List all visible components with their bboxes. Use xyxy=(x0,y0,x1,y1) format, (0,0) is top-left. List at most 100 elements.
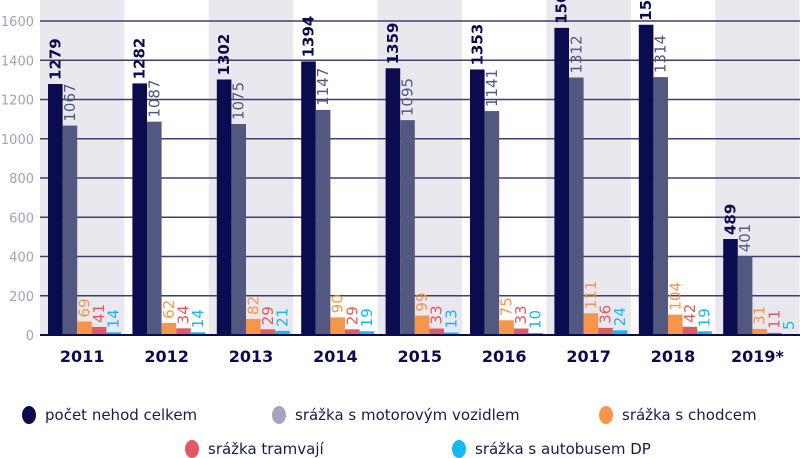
bar xyxy=(330,317,345,335)
bar xyxy=(682,326,698,335)
data-label: 104 xyxy=(666,282,684,311)
y-tick-label: 800 xyxy=(9,172,34,187)
legend-item-vehicle: srážka s motorovým vozidlem xyxy=(272,406,520,424)
bar xyxy=(385,68,401,335)
legend-label: srážka tramvají xyxy=(208,440,324,458)
bar xyxy=(77,321,92,335)
bar xyxy=(569,77,584,336)
x-tick-label: 2019* xyxy=(731,347,785,366)
data-label: 69 xyxy=(76,298,94,317)
data-label: 1087 xyxy=(145,79,163,117)
bar xyxy=(190,332,206,335)
bar xyxy=(414,315,430,335)
bar xyxy=(723,239,738,335)
data-label: 1279 xyxy=(46,38,64,80)
bar xyxy=(444,332,459,335)
data-label: 19 xyxy=(696,308,714,327)
data-label: 41 xyxy=(90,304,108,323)
legend-dot-icon xyxy=(22,406,36,424)
legend-dot-icon xyxy=(599,406,613,424)
data-label: 31 xyxy=(751,306,769,325)
data-label: 13 xyxy=(442,309,460,328)
y-tick-label: 1000 xyxy=(1,133,34,148)
y-tick-label: 1400 xyxy=(1,54,34,69)
bar xyxy=(484,111,500,335)
data-label: 90 xyxy=(329,294,347,313)
x-tick-label: 2013 xyxy=(229,347,274,366)
data-label: 1302 xyxy=(215,34,233,76)
data-label: 14 xyxy=(189,309,207,328)
bar xyxy=(638,24,654,335)
data-label: 1581 xyxy=(637,0,655,21)
data-label: 1314 xyxy=(652,35,670,73)
legend-item-tram: srážka tramvají xyxy=(185,440,324,458)
bar xyxy=(132,83,147,335)
data-label: 1312 xyxy=(567,35,585,73)
data-label: 82 xyxy=(244,296,262,315)
bar xyxy=(612,330,628,335)
legend-label: srážka s autobusem DP xyxy=(475,440,651,458)
data-label: 1359 xyxy=(384,23,402,65)
legend-label: počet nehod celkem xyxy=(45,406,198,424)
data-label: 29 xyxy=(343,306,361,325)
bar xyxy=(275,330,290,335)
x-tick-label: 2015 xyxy=(398,347,443,366)
data-label: 489 xyxy=(722,204,740,235)
legend-dot-icon xyxy=(185,440,199,458)
bar xyxy=(359,331,375,335)
bar xyxy=(231,124,246,335)
bar xyxy=(345,329,360,335)
x-tick-label: 2012 xyxy=(144,347,189,366)
bar xyxy=(161,322,177,335)
bar xyxy=(554,27,569,336)
bar xyxy=(752,328,767,335)
data-label: 34 xyxy=(175,305,193,324)
data-label: 111 xyxy=(582,281,600,310)
data-label: 62 xyxy=(160,300,178,319)
x-tick-label: 2014 xyxy=(313,347,358,366)
data-label: 33 xyxy=(512,305,530,324)
x-tick-label: 2016 xyxy=(482,347,527,366)
data-label: 401 xyxy=(736,224,754,253)
bar xyxy=(400,120,415,335)
data-label: 1353 xyxy=(468,24,486,66)
bar xyxy=(106,332,121,335)
bar xyxy=(260,329,276,335)
bar xyxy=(470,69,485,335)
legend-item-total: počet nehod celkem xyxy=(22,406,197,424)
data-label: 42 xyxy=(681,304,699,323)
y-tick-label: 600 xyxy=(9,211,34,226)
bar xyxy=(653,77,668,335)
data-label: 29 xyxy=(259,306,277,325)
data-label: 75 xyxy=(498,297,516,316)
legend-dot-icon xyxy=(272,406,286,424)
legend-item-pedestrian: srážka s chodcem xyxy=(599,406,757,424)
data-label: 99 xyxy=(413,292,431,311)
bar xyxy=(513,328,529,335)
bar xyxy=(767,332,782,335)
x-tick-label: 2011 xyxy=(60,347,105,366)
bar xyxy=(315,109,331,336)
legend-label: srážka s motorovým vozidlem xyxy=(295,406,520,424)
data-label: 1282 xyxy=(131,38,149,80)
legend-label: srážka s chodcem xyxy=(622,406,757,424)
y-tick-label: 200 xyxy=(9,290,34,305)
data-label: 1095 xyxy=(399,78,417,116)
data-label: 1075 xyxy=(230,82,248,120)
data-label: 5 xyxy=(780,320,798,330)
data-label: 33 xyxy=(428,305,446,324)
bar xyxy=(668,314,683,335)
bar xyxy=(301,61,316,336)
data-label: 14 xyxy=(105,309,123,328)
data-label: 1394 xyxy=(300,16,318,58)
bar xyxy=(583,313,599,335)
y-tick-label: 1600 xyxy=(1,15,34,30)
x-tick-label: 2018 xyxy=(651,347,696,366)
data-label: 1067 xyxy=(61,83,79,121)
bar xyxy=(216,79,232,335)
bar xyxy=(62,125,78,335)
bar xyxy=(499,320,514,335)
data-label: 36 xyxy=(597,305,615,324)
legend-item-bus: srážka s autobusem DP xyxy=(452,440,651,458)
